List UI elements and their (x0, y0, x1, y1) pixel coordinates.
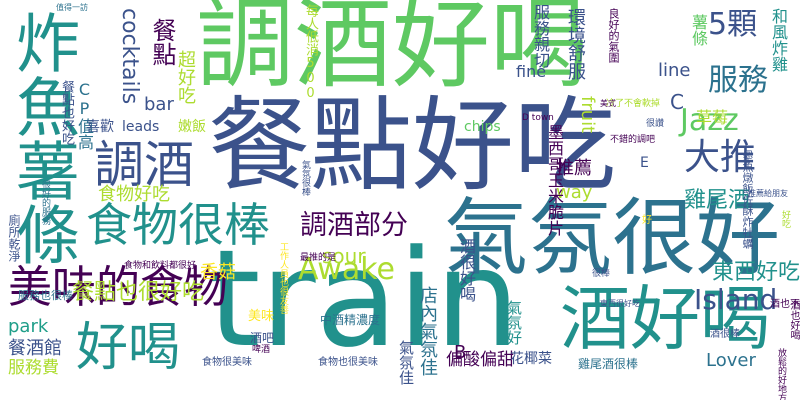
word-lover: Lover (706, 350, 756, 371)
word-way: way (556, 182, 593, 203)
word-sour-sweet: 偏酸偏甜 (446, 350, 514, 370)
word-fruit: fruit (577, 96, 598, 134)
word-meal-also-tasty: 餐點也很好吃 (72, 280, 205, 305)
word-cocktail-good: 調酒好喝 (196, 0, 589, 102)
word-line: line (658, 60, 691, 81)
word-recommend-friends: 推薦給朋友 (748, 189, 788, 198)
word-meal: 餐點 (148, 18, 176, 66)
word-american: 美式 (600, 99, 616, 108)
word-cocktail-drink: 雞尾酒 (684, 188, 751, 213)
word-food-also-tasty: 食物也很美味 (318, 357, 378, 368)
word-pub: 酒吧 (250, 331, 275, 345)
word-recommend: 推薦 (556, 158, 592, 179)
word-best-recommend: 最推的是 (300, 253, 337, 263)
word-meal-tasty: 餐點好吃 (208, 87, 616, 206)
word-relax-place: 放鬆的好地方 (776, 348, 786, 400)
word-wine-great: 酒很棒 (710, 329, 740, 340)
word-beer: 啤酒 (252, 345, 271, 355)
word-risotto: 嫩飯 (178, 119, 206, 135)
word-letter-b: B (454, 342, 467, 363)
word-mushroom: 香菇 (200, 262, 236, 283)
word-store-atmosphere: 店內氣氛佳 (417, 286, 438, 376)
word-service-great: 服務也很棒 (18, 289, 73, 302)
word-nice-vibe: 良好的氣圍 (607, 8, 620, 63)
word-chips: chips (464, 119, 501, 135)
word-atmosphere-good: 氣氛很好 (444, 189, 781, 287)
word-stays-crispy: 冷了不會軟掉 (606, 99, 661, 109)
word-worth-visit: 值得一訪 (56, 3, 88, 12)
word-awesome: 很讚 (646, 119, 665, 129)
word-atmosphere-great: 氣氛很棒 (300, 160, 310, 196)
word-food-very-tasty: 食物很美味 (202, 357, 252, 368)
word-delicious: 好吃 (780, 210, 790, 228)
word-comfortable-env: 環境舒服 (565, 8, 586, 80)
word-clean-toilet: 廁所乾淨 (7, 214, 21, 262)
word-awake: Awake (298, 252, 395, 287)
word-wine-very-good: 酒很好喝 (457, 238, 476, 302)
word-strawberry: 草莓 (696, 108, 729, 127)
word-service: 服務 (708, 63, 768, 98)
word-fine: fine (516, 62, 547, 81)
word-cocktails: cocktails (117, 8, 142, 105)
word-nachos: 墨西哥玉米脆片 (545, 124, 564, 236)
word-very-good: 很棒 (592, 269, 611, 279)
word-wine-also-fine: 酒也不錯 (770, 299, 800, 310)
word-fish-and-chips: 炸魚薯條 (5, 10, 79, 266)
word-highly-recommend: 大推 (684, 137, 757, 178)
word-meal-also-good: 餐點也好吃 (59, 80, 74, 145)
word-things-very-tasty: 東西很好吃 (600, 299, 640, 308)
word-atmosphere-nice: 氣氛好 (505, 300, 523, 345)
word-min-charge: 每人低消500 (303, 4, 318, 101)
word-broccoli: 花椰菜 (510, 351, 552, 367)
word-squid-risotto: 墨魚燉飯佐酥炸牡蠣 (741, 150, 754, 249)
word-letter-c: C (670, 90, 684, 114)
word-food-drinks-good: 食物和飲料都很好 (124, 261, 197, 271)
word-things-tasty: 東西好吃 (712, 260, 800, 285)
word-wine-also-good: 酒也好喝 (788, 300, 799, 340)
word-like: 喜歡 (86, 119, 114, 135)
word-island: Island (694, 283, 778, 316)
word-food-great: 食物很棒 (86, 198, 270, 252)
word-cocktail-part: 調酒部分 (300, 210, 408, 241)
word-cocktail: 調酒 (94, 136, 194, 194)
word-jazz: Jazz (680, 103, 739, 138)
word-nice-tune: 不錯的調吧 (610, 135, 656, 145)
word-d-town: D town (522, 113, 554, 123)
word-leads: leads (122, 119, 160, 135)
word-great-service: 很好的服務 (40, 180, 50, 225)
word-staff-friendly: 工作人員也很友善 (278, 242, 288, 314)
word-super-tasty: 超好吃 (175, 50, 196, 104)
word-wafu-chicken: 和風炸雞 (769, 8, 788, 72)
word-cp-value: CP值高 (75, 80, 94, 150)
word-cocktail-great: 雞尾酒很棒 (578, 357, 639, 371)
word-letter-e: E (640, 155, 649, 171)
word-good: 好 (642, 215, 652, 226)
word-train: train (208, 221, 520, 377)
word-5-stars: 5顆 (708, 7, 758, 42)
word-fries: 薯條 (689, 14, 708, 46)
word-tasty-drink: 好喝 (76, 318, 181, 378)
word-park: park (8, 316, 49, 337)
word-bistro: 餐酒館 (8, 338, 62, 359)
word-wine-good: 酒好喝 (560, 278, 770, 360)
word-sour: sour (322, 244, 366, 268)
word-bar: bar (144, 94, 174, 115)
word-food-tasty: 食物好吃 (98, 184, 170, 205)
word-atmosphere-fine: 氣氛佳 (397, 340, 415, 385)
word-service-fee: 服務費 (8, 358, 59, 378)
word-friendly-service: 服務親切 (531, 4, 550, 68)
word-mid-alcohol: 中酒精濃度 (320, 313, 381, 327)
word-tasty: 美味 (248, 309, 275, 324)
word-delicious-food: 美味的食物 (8, 262, 228, 313)
